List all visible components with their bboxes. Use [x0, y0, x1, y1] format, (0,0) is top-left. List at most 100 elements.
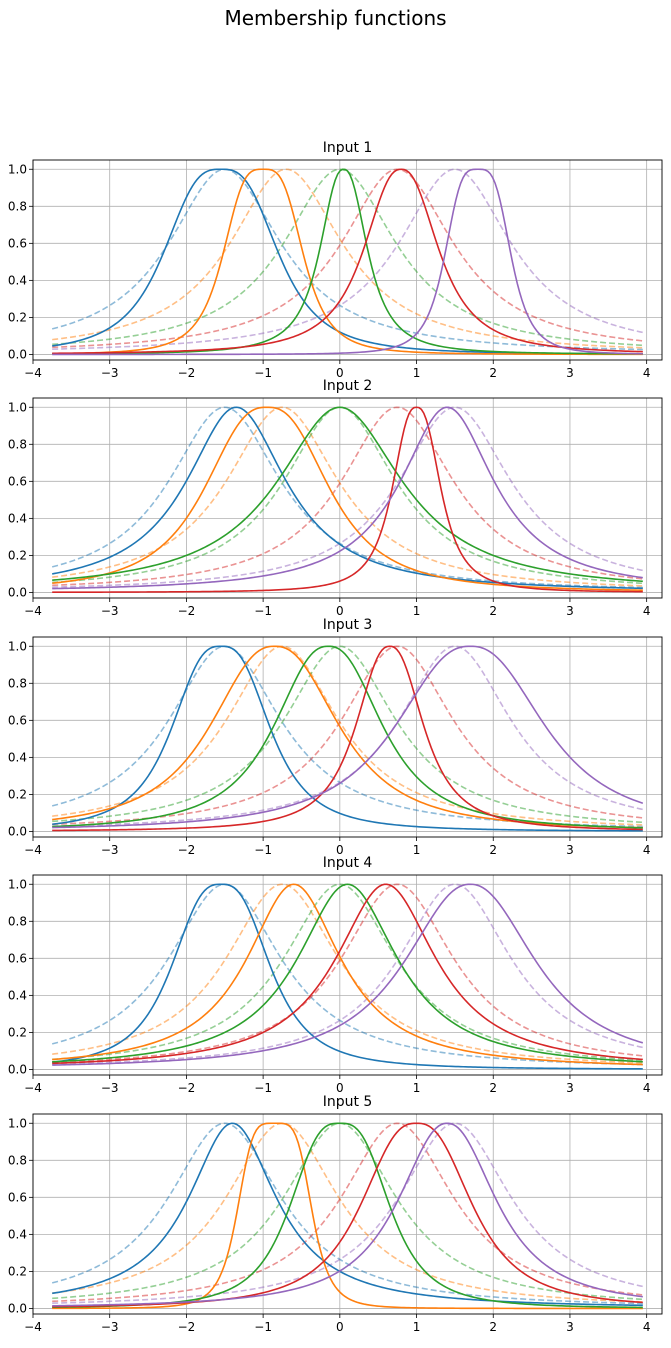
- trained-mf-1: [52, 168, 643, 355]
- y-tick-label: 0.6: [8, 1190, 27, 1204]
- subplot-title: Input 5: [323, 1094, 373, 1110]
- x-tick-label: 3: [566, 1081, 574, 1095]
- trained-mf-5: [52, 168, 643, 356]
- y-tick-label: 0.4: [8, 750, 27, 764]
- subplot-input-3: −4 −3 −2 −1 0 1 2 3 4 0.0 0.2 0.4 0.6 0.8 1.0 Input 3: [8, 617, 663, 857]
- y-tick-label: 0.8: [8, 437, 27, 451]
- x-tick-label: 4: [643, 843, 651, 857]
- trained-mf-2: [52, 645, 643, 829]
- y-tick-label: 0.6: [8, 236, 27, 250]
- axes-frame: [32, 159, 663, 361]
- initial-mf-5: [52, 1122, 643, 1304]
- x-tick-label: −4: [24, 604, 42, 618]
- axes-frame: [32, 874, 663, 1076]
- subplot-input-4: −4 −3 −2 −1 0 1 2 3 4 0.0 0.2 0.4 0.6 0.8 1.0 Input 4: [8, 855, 663, 1095]
- trained-mf-5: [52, 1122, 643, 1307]
- x-tick-label: 3: [566, 604, 574, 618]
- initial-mf-1: [51, 883, 643, 1066]
- curves: [51, 1122, 643, 1310]
- initial-mf-5: [52, 168, 643, 350]
- initial-mf-1: [51, 406, 643, 589]
- x-tick-label: 0: [336, 843, 344, 857]
- x-tick-label: −4: [24, 843, 42, 857]
- x-tick-label: −4: [24, 366, 42, 380]
- trained-mf-2: [52, 883, 643, 1066]
- x-tick-label: 1: [413, 1081, 421, 1095]
- trained-mf-1: [52, 883, 643, 1070]
- curves: [51, 406, 643, 594]
- x-tick-label: 2: [489, 843, 497, 857]
- initial-mf-1: [51, 645, 643, 828]
- trained-mf-3: [52, 168, 643, 355]
- trained-mf-4: [52, 1122, 643, 1308]
- y-tick-label: 0.4: [8, 511, 27, 525]
- x-tick-label: −2: [178, 604, 196, 618]
- trained-mf-2: [52, 168, 643, 356]
- y-tick-label: 0.2: [8, 548, 27, 562]
- subplot-input-1: −4 −3 −2 −1 0 1 2 3 4 0.0 0.2 0.4 0.6 0.8 1.0 Input 1: [8, 140, 663, 380]
- y-tick-label: 0.8: [8, 199, 27, 213]
- y-tick-label: 0.8: [8, 676, 27, 690]
- trained-mf-1: [52, 406, 643, 590]
- trained-mf-1: [52, 645, 643, 832]
- initial-mf-2: [52, 406, 643, 587]
- x-tick-label: 4: [643, 366, 651, 380]
- x-tick-label: 1: [413, 604, 421, 618]
- x-tick-label: 0: [336, 366, 344, 380]
- x-tick-label: 2: [489, 604, 497, 618]
- x-tick-label: 0: [336, 1320, 344, 1334]
- y-tick-label: 0.4: [8, 988, 27, 1002]
- trained-mf-1: [52, 1122, 643, 1307]
- initial-mf-3: [52, 406, 643, 585]
- initial-mf-4: [52, 168, 643, 349]
- subplot-input-5: −4 −3 −2 −1 0 1 2 3 4 0.0 0.2 0.4 0.6 0.8 1.0 Input 5: [8, 1094, 663, 1334]
- y-tick-label: 0.2: [8, 1264, 27, 1278]
- x-tick-label: −1: [254, 604, 272, 618]
- y-tick-label: 0.0: [8, 347, 27, 361]
- x-tick-label: −3: [101, 1320, 119, 1334]
- initial-mf-5: [52, 645, 643, 827]
- initial-mf-3: [52, 645, 643, 824]
- y-tick-label: 0.0: [8, 1062, 27, 1076]
- initial-mf-2: [52, 168, 643, 349]
- x-tick-label: −1: [254, 1320, 272, 1334]
- x-tick-label: −2: [178, 1320, 196, 1334]
- initial-mf-4: [52, 1122, 643, 1303]
- x-tick-label: 3: [566, 366, 574, 380]
- curves: [51, 883, 644, 1070]
- trained-mf-5: [52, 883, 644, 1066]
- x-tick-label: −4: [24, 1081, 42, 1095]
- y-tick-label: 0.2: [8, 1025, 27, 1039]
- x-tick-label: −2: [178, 843, 196, 857]
- x-tick-label: 0: [336, 1081, 344, 1095]
- initial-mf-3: [52, 1122, 643, 1301]
- initial-mf-3: [52, 168, 643, 347]
- trained-mf-4: [52, 406, 643, 594]
- initial-mf-5: [52, 406, 643, 588]
- y-tick-label: 0.6: [8, 474, 27, 488]
- curves: [51, 168, 643, 356]
- trained-mf-3: [52, 406, 643, 583]
- x-tick-label: 2: [489, 366, 497, 380]
- y-tick-label: 0.2: [8, 787, 27, 801]
- y-tick-label: 0.0: [8, 585, 27, 599]
- trained-mf-4: [52, 883, 643, 1065]
- x-tick-label: 4: [643, 1320, 651, 1334]
- initial-mf-2: [52, 883, 643, 1064]
- x-tick-label: 1: [413, 366, 421, 380]
- trained-mf-2: [52, 1122, 643, 1310]
- x-tick-label: 4: [643, 1081, 651, 1095]
- y-tick-label: 1.0: [8, 1116, 27, 1130]
- trained-mf-3: [52, 1122, 643, 1309]
- x-tick-label: 0: [336, 604, 344, 618]
- x-tick-label: 1: [413, 843, 421, 857]
- axes-frame: [32, 636, 663, 838]
- x-tick-label: −2: [178, 366, 196, 380]
- x-tick-label: −3: [101, 366, 119, 380]
- y-tick-label: 0.6: [8, 713, 27, 727]
- initial-mf-1: [51, 168, 643, 351]
- x-tick-label: −1: [254, 843, 272, 857]
- trained-mf-3: [52, 883, 643, 1063]
- initial-mf-2: [52, 1122, 643, 1303]
- x-tick-label: −4: [24, 1320, 42, 1334]
